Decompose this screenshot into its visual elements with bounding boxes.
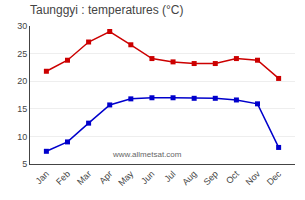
svg-text:Dec: Dec	[265, 168, 284, 187]
svg-text:20: 20	[17, 76, 27, 86]
svg-text:www.allmetsat.com: www.allmetsat.com	[112, 150, 182, 159]
svg-text:Jul: Jul	[162, 169, 177, 184]
svg-text:Aug: Aug	[180, 169, 198, 187]
svg-text:10: 10	[17, 132, 27, 142]
svg-text:Mar: Mar	[75, 169, 93, 187]
svg-text:Apr: Apr	[97, 169, 114, 186]
svg-text:Jun: Jun	[139, 169, 156, 186]
svg-text:5: 5	[22, 159, 27, 169]
svg-text:Jan: Jan	[34, 169, 51, 186]
svg-text:May: May	[116, 168, 135, 187]
svg-text:Feb: Feb	[54, 169, 72, 187]
svg-text:30: 30	[17, 21, 27, 31]
svg-text:15: 15	[17, 104, 27, 114]
svg-text:Oct: Oct	[224, 168, 241, 185]
svg-text:Taunggyi : temperatures (°C): Taunggyi : temperatures (°C)	[30, 3, 184, 17]
svg-text:Nov: Nov	[244, 168, 263, 187]
svg-text:25: 25	[17, 49, 27, 59]
svg-text:Sep: Sep	[201, 169, 219, 187]
